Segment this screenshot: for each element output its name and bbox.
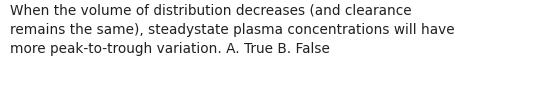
Text: When the volume of distribution decreases (and clearance
remains the same), stea: When the volume of distribution decrease… — [10, 3, 455, 56]
